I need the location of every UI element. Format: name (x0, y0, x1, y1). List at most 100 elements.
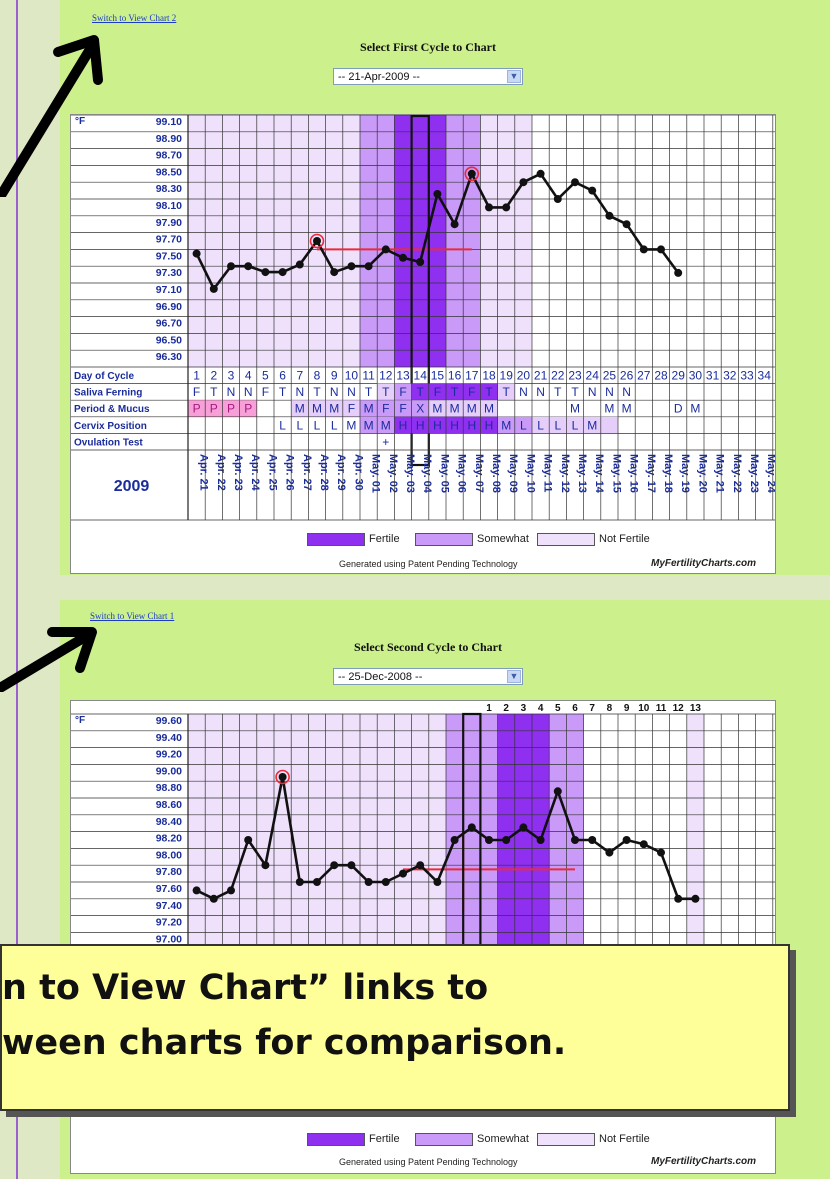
date-label: May. 21 (714, 454, 726, 493)
table-cell-value: M (364, 418, 374, 432)
post-ovulation-day-number: 3 (521, 703, 527, 714)
legend-somewhat-swatch (415, 533, 473, 546)
table-cell-value: N (244, 385, 253, 399)
table-cell-bg (377, 383, 395, 401)
table-cell-value: 22 (551, 369, 565, 383)
temp-axis-label: 98.20 (156, 833, 182, 845)
table-row-label: Saliva Ferning (74, 388, 142, 399)
date-label: May. 24 (765, 454, 775, 494)
table-cell-bg (446, 383, 464, 401)
temp-axis-label: 98.50 (156, 166, 182, 178)
temperature-point (519, 178, 528, 187)
table-cell-value: 13 (396, 369, 410, 383)
zone-column (377, 115, 395, 367)
callout-line-2: ween charts for comparison. (2, 1023, 567, 1063)
temp-axis-label: 98.60 (156, 799, 182, 811)
table-cell-value: M (690, 402, 700, 416)
table-cell-bg (360, 416, 378, 434)
table-cell-value: N (605, 385, 614, 399)
temperature-point (433, 189, 442, 198)
table-cell-value: L (572, 418, 579, 432)
post-ovulation-day-number: 5 (555, 703, 561, 714)
table-cell-bg (411, 383, 429, 401)
temp-axis-label: 96.30 (156, 351, 182, 363)
date-label: May. 17 (645, 454, 657, 493)
table-cell-value: M (501, 418, 511, 432)
table-cell-bg (463, 416, 481, 434)
legend-somewhat-label: Somewhat (477, 1133, 529, 1145)
table-cell-value: M (295, 402, 305, 416)
table-cell-bg (428, 400, 446, 417)
chevron-down-icon[interactable]: ▼ (507, 670, 521, 683)
table-cell-value: X (416, 402, 424, 416)
zone-column (222, 115, 240, 367)
table-cell-bg (446, 416, 464, 434)
date-label: May. 02 (387, 454, 399, 493)
table-cell-value: 28 (654, 369, 668, 383)
temperature-point (347, 861, 356, 870)
table-cell-bg (291, 400, 309, 417)
temperature-point (261, 861, 270, 870)
date-label: May. 11 (542, 454, 554, 492)
table-cell-value: N (330, 385, 339, 399)
table-row-label: Period & Mucus (74, 404, 150, 415)
switch-to-chart-2-link[interactable]: Switch to View Chart 2 (92, 13, 177, 23)
post-ovulation-day-number: 8 (607, 703, 613, 714)
table-cell-bg (411, 400, 429, 417)
table-cell-value: 18 (482, 369, 496, 383)
zone-column (360, 115, 378, 367)
table-cell-value: N (588, 385, 597, 399)
legend-fertile-label: Fertile (369, 533, 400, 545)
legend-somewhat-swatch (415, 1133, 473, 1146)
temperature-point (209, 894, 218, 903)
temperature-point (209, 284, 218, 293)
temperature-point (227, 262, 235, 271)
first-cycle-select[interactable]: -- 21-Apr-2009 -- ▼ (333, 68, 523, 85)
temperature-point (450, 836, 459, 844)
temperature-point (295, 260, 304, 269)
zone-column (325, 115, 343, 367)
temp-axis-label: 97.10 (156, 284, 182, 296)
arrow-to-chart-2-link-icon (0, 35, 103, 197)
arrow-to-chart-1-link-icon (0, 627, 97, 692)
table-cell-value: T (382, 385, 390, 399)
temp-axis-label: 96.90 (156, 301, 182, 313)
table-cell-value: T (279, 385, 287, 399)
table-cell-value: H (467, 418, 476, 432)
table-cell-value: N (295, 385, 304, 399)
table-cell-value: M (329, 402, 339, 416)
table-cell-value: 15 (431, 369, 445, 383)
temperature-point (330, 861, 339, 870)
table-cell-bg (377, 400, 395, 417)
chart-2-footer: Generated using Patent Pending Technolog… (339, 1157, 518, 1167)
table-cell-value: M (570, 402, 580, 416)
temp-axis-label: 98.90 (156, 133, 182, 145)
table-cell-value: L (314, 418, 321, 432)
chart-1: °F 99.10 98.90 98.70 98.50 98.30 98.10 97.90 97.… (70, 104, 794, 574)
table-cell-value: T (417, 385, 425, 399)
table-cell-bg (428, 383, 446, 401)
table-cell-bg (480, 383, 498, 401)
switch-to-chart-1-link[interactable]: Switch to View Chart 1 (90, 611, 175, 621)
legend-fertile-label: Fertile (369, 1133, 400, 1145)
table-cell-value: 32 (723, 369, 737, 383)
post-ovulation-day-number: 4 (538, 703, 544, 714)
year-label: 2009 (114, 478, 150, 495)
temp-axis-label: 97.80 (156, 866, 182, 878)
temperature-point (399, 253, 407, 262)
chevron-down-icon[interactable]: ▼ (507, 70, 521, 83)
table-cell-value: F (382, 402, 389, 416)
table-cell-bg (377, 416, 395, 434)
legend-somewhat-label: Somewhat (477, 533, 529, 545)
table-cell-value: 8 (314, 369, 321, 383)
table-cell-value: H (399, 418, 408, 432)
temp-axis-label: 98.00 (156, 849, 182, 861)
date-label: Apr. 30 (352, 454, 364, 491)
table-cell-bg (583, 416, 601, 434)
temperature-point (433, 878, 442, 886)
second-cycle-select[interactable]: -- 25-Dec-2008 -- ▼ (333, 668, 523, 685)
temp-axis-label: 99.60 (156, 715, 182, 727)
table-cell-value: N (519, 385, 528, 399)
callout-line-1: n to View Chart” links to (2, 968, 489, 1008)
table-cell-value: M (484, 402, 494, 416)
